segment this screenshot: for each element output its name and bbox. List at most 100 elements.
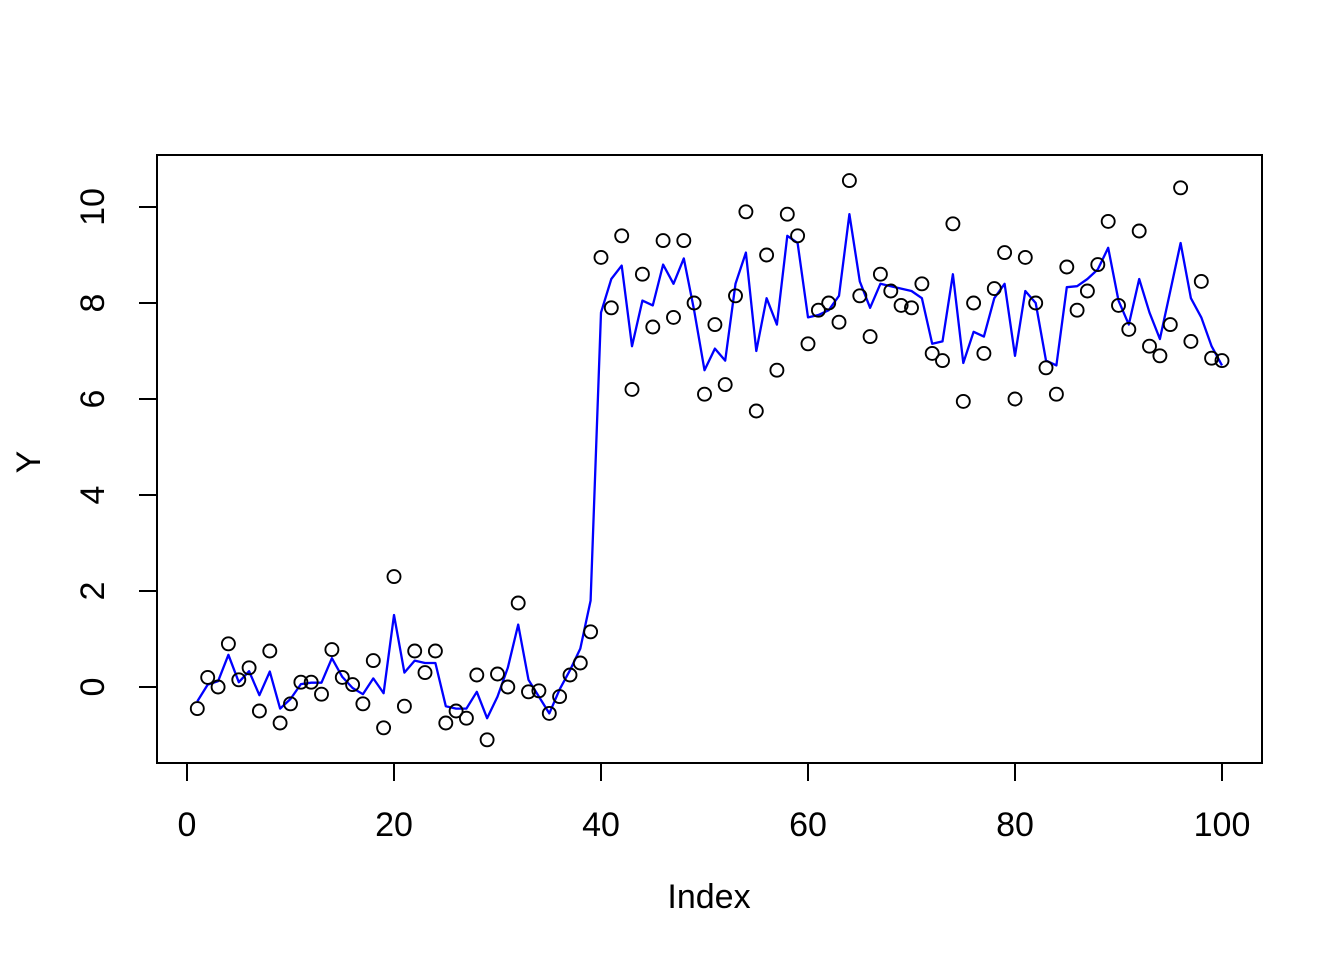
data-point — [862, 329, 878, 345]
data-point — [1183, 333, 1199, 349]
x-axis: 0 20 40 60 80 100 — [178, 763, 1250, 844]
data-point — [448, 703, 464, 719]
data-point — [407, 643, 423, 659]
data-point — [396, 698, 412, 714]
data-point — [241, 660, 257, 676]
data-point — [1100, 213, 1116, 229]
x-tick-label: 40 — [582, 806, 620, 844]
data-point — [521, 684, 536, 700]
data-point — [935, 353, 950, 369]
data-point — [251, 703, 267, 719]
data-point — [634, 266, 650, 282]
data-point — [955, 393, 971, 409]
data-point — [872, 266, 888, 282]
data-point — [728, 288, 743, 304]
data-point — [997, 245, 1013, 261]
data-point — [231, 672, 247, 688]
x-tick-label: 80 — [996, 806, 1034, 844]
data-point — [355, 696, 371, 712]
data-point — [1152, 348, 1168, 364]
data-point — [831, 314, 847, 330]
y-tick-label: 0 — [74, 678, 112, 697]
data-point — [707, 317, 723, 333]
data-point — [841, 173, 857, 189]
data-point — [200, 669, 216, 685]
observation-points — [189, 173, 1230, 748]
x-tick-label: 20 — [375, 806, 413, 844]
data-point — [759, 247, 775, 263]
data-point — [189, 701, 205, 717]
data-point — [614, 228, 630, 244]
data-point — [1090, 257, 1106, 273]
data-point — [1028, 295, 1044, 311]
fitted-line — [196, 213, 1224, 720]
data-point — [904, 300, 919, 316]
data-point — [552, 689, 568, 705]
data-point — [697, 386, 712, 402]
data-point — [914, 276, 930, 292]
data-point — [717, 377, 733, 393]
data-point — [1173, 180, 1189, 196]
data-point — [438, 715, 454, 731]
data-point — [769, 362, 785, 378]
data-point — [572, 655, 588, 671]
data-point — [1048, 386, 1064, 402]
data-point — [345, 677, 361, 693]
data-point — [562, 667, 578, 683]
data-point — [821, 295, 837, 311]
data-point — [676, 233, 692, 249]
data-point — [1204, 350, 1220, 366]
data-point — [603, 300, 619, 316]
data-point — [500, 679, 516, 695]
data-point — [490, 666, 505, 682]
data-point — [531, 683, 547, 699]
data-point — [790, 228, 806, 244]
data-point — [583, 624, 599, 640]
data-point — [334, 669, 350, 685]
data-point — [469, 667, 485, 683]
plot-frame — [156, 154, 1263, 764]
data-point — [293, 674, 309, 690]
data-point — [1193, 273, 1209, 289]
data-point — [893, 297, 909, 313]
data-point — [386, 569, 402, 585]
data-point — [314, 686, 329, 702]
data-point — [1131, 223, 1147, 239]
x-tick-label: 0 — [178, 806, 197, 844]
y-tick-label: 2 — [74, 582, 112, 601]
data-point — [479, 732, 495, 748]
data-point — [883, 283, 899, 299]
data-point — [1017, 249, 1033, 265]
y-axis-label: Y — [10, 451, 48, 474]
data-point — [810, 302, 826, 318]
data-point — [417, 665, 433, 681]
data-point — [458, 710, 474, 726]
data-point — [1142, 338, 1157, 354]
x-tick-label: 60 — [789, 806, 827, 844]
data-point — [262, 643, 278, 659]
data-point — [986, 281, 1002, 297]
data-point — [966, 295, 982, 311]
x-axis-label: Index — [667, 878, 750, 916]
data-point — [272, 715, 288, 731]
data-point — [210, 679, 226, 695]
data-point — [1038, 360, 1054, 376]
data-point — [924, 345, 940, 361]
data-point — [852, 288, 868, 304]
data-point — [593, 249, 609, 265]
data-point — [303, 674, 319, 690]
y-tick-label: 6 — [74, 390, 112, 409]
data-point — [1111, 297, 1126, 313]
data-point — [655, 233, 671, 249]
data-point — [1162, 317, 1178, 333]
y-tick-label: 4 — [74, 486, 112, 505]
data-point — [645, 319, 661, 335]
data-point — [686, 295, 702, 311]
data-point — [541, 705, 557, 721]
data-point — [1214, 353, 1230, 369]
data-point — [365, 653, 381, 669]
data-point — [1007, 391, 1023, 407]
data-point — [748, 403, 764, 419]
